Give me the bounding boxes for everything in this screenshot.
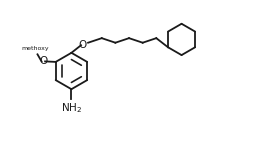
Text: methoxy: methoxy (22, 46, 49, 51)
Text: O: O (78, 40, 86, 50)
Text: NH$_2$: NH$_2$ (61, 101, 82, 115)
Text: O: O (39, 56, 48, 66)
